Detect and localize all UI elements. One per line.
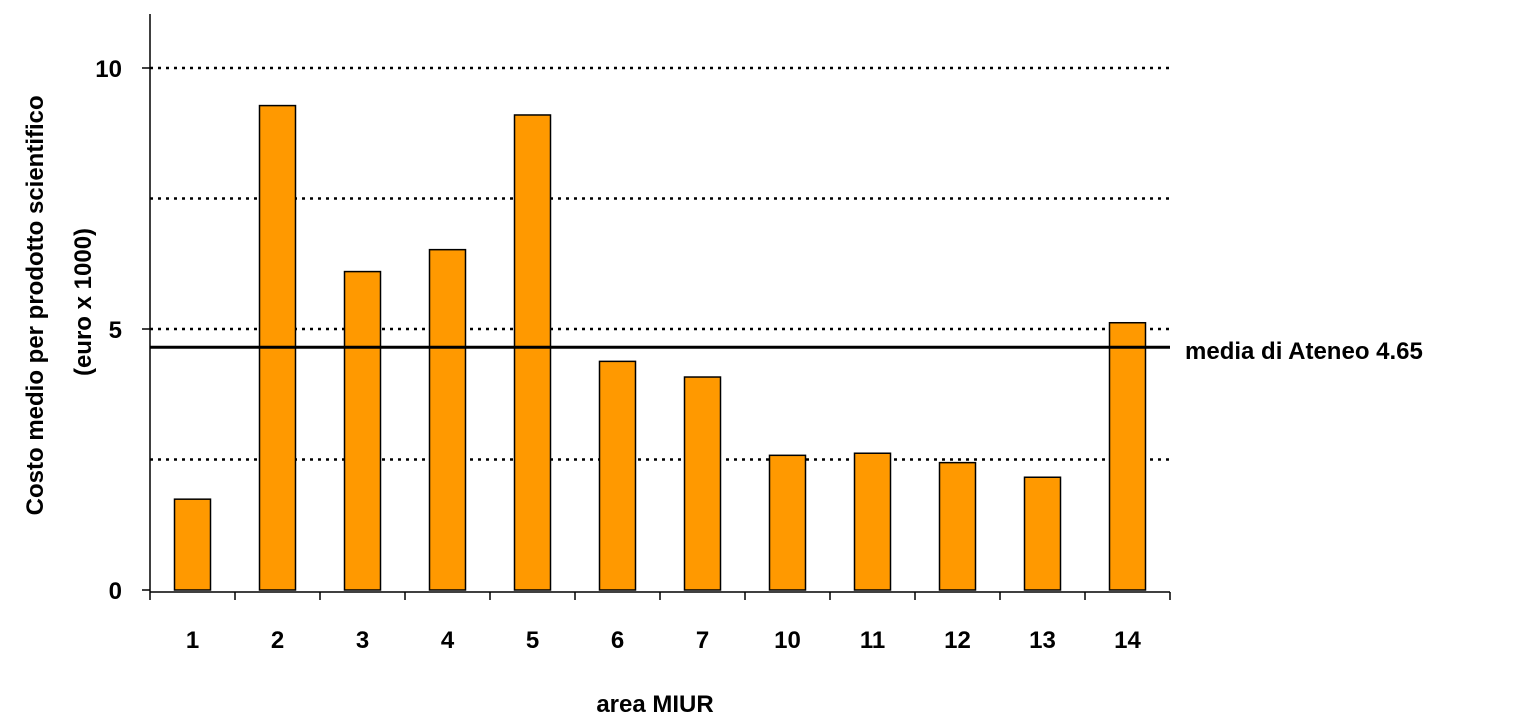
y-tick-label: 10 — [95, 56, 122, 83]
bar-area-6 — [598, 360, 637, 591]
bar-area-4 — [428, 248, 467, 591]
x-tick-label: 3 — [356, 627, 369, 654]
axes — [149, 14, 1170, 593]
y-tick-label: 5 — [109, 317, 122, 344]
x-tick-label: 11 — [860, 627, 885, 654]
bar-area-1 — [173, 498, 212, 591]
x-tick-label: 14 — [1114, 627, 1141, 654]
x-tick-label: 5 — [526, 627, 539, 654]
x-tick-label: 4 — [441, 627, 455, 654]
x-tick-label: 10 — [774, 627, 801, 654]
average-reference-label: media di Ateneo 4.65 — [1185, 338, 1423, 365]
bar-area-3 — [343, 270, 382, 591]
bars — [173, 104, 1147, 591]
x-tick-label: 13 — [1029, 627, 1056, 654]
x-tick-label: 1 — [186, 627, 199, 654]
bar-area-13 — [1023, 476, 1062, 591]
x-tick-label: 7 — [696, 627, 709, 654]
bar-area-11 — [853, 452, 892, 591]
y-axis-title-line-1: Costo medio per prodotto scientifico — [22, 95, 49, 515]
y-tick-label: 0 — [109, 578, 122, 605]
x-tick-label: 6 — [611, 627, 624, 654]
bar-area-10 — [768, 454, 807, 591]
bar-area-14 — [1108, 321, 1147, 591]
x-axis-title: area MIUR — [596, 691, 713, 717]
y-axis-title-line-2: (euro x 1000) — [70, 228, 97, 376]
bar-area-7 — [683, 376, 722, 591]
x-tick-label: 2 — [271, 627, 284, 654]
x-tick-label: 12 — [944, 627, 971, 654]
bar-area-5 — [513, 114, 552, 591]
reference-line-group: media di Ateneo 4.65 — [150, 338, 1423, 365]
gridlines — [150, 66, 1172, 461]
y-axis-title: Costo medio per prodotto scientifico (eu… — [22, 89, 97, 516]
bar-area-12 — [938, 461, 977, 591]
